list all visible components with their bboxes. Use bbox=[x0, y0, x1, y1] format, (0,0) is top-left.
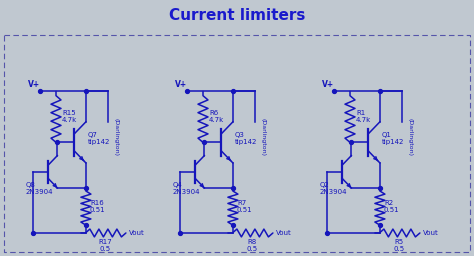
Text: Vout: Vout bbox=[129, 230, 145, 236]
Text: Q7
tip142: Q7 tip142 bbox=[88, 132, 110, 145]
Text: (Darlington): (Darlington) bbox=[261, 118, 265, 156]
Text: R16
0.51: R16 0.51 bbox=[90, 200, 106, 213]
Text: (Darlington): (Darlington) bbox=[113, 118, 118, 156]
Text: V+: V+ bbox=[322, 80, 334, 90]
Text: Q1
tip142: Q1 tip142 bbox=[382, 132, 404, 145]
Text: Q8
2N3904: Q8 2N3904 bbox=[26, 182, 54, 195]
Text: (Darlington): (Darlington) bbox=[408, 118, 412, 156]
Text: Q2
2N3904: Q2 2N3904 bbox=[320, 182, 347, 195]
Text: R5
0.5: R5 0.5 bbox=[394, 239, 405, 252]
Text: R2
0.51: R2 0.51 bbox=[384, 200, 400, 213]
Text: Vout: Vout bbox=[423, 230, 438, 236]
Text: R15
4.7k: R15 4.7k bbox=[62, 110, 77, 123]
Text: R17
0.5: R17 0.5 bbox=[99, 239, 112, 252]
Text: Q4
2N3904: Q4 2N3904 bbox=[173, 182, 201, 195]
Text: Vout: Vout bbox=[276, 230, 292, 236]
Text: R7
0.51: R7 0.51 bbox=[237, 200, 253, 213]
Text: R8
0.5: R8 0.5 bbox=[247, 239, 258, 252]
Text: V+: V+ bbox=[175, 80, 187, 90]
Text: R6
4.7k: R6 4.7k bbox=[209, 110, 224, 123]
Text: Q3
tip142: Q3 tip142 bbox=[235, 132, 257, 145]
Text: V+: V+ bbox=[28, 80, 40, 90]
Text: R1
4.7k: R1 4.7k bbox=[356, 110, 371, 123]
Text: Current limiters: Current limiters bbox=[169, 8, 305, 23]
